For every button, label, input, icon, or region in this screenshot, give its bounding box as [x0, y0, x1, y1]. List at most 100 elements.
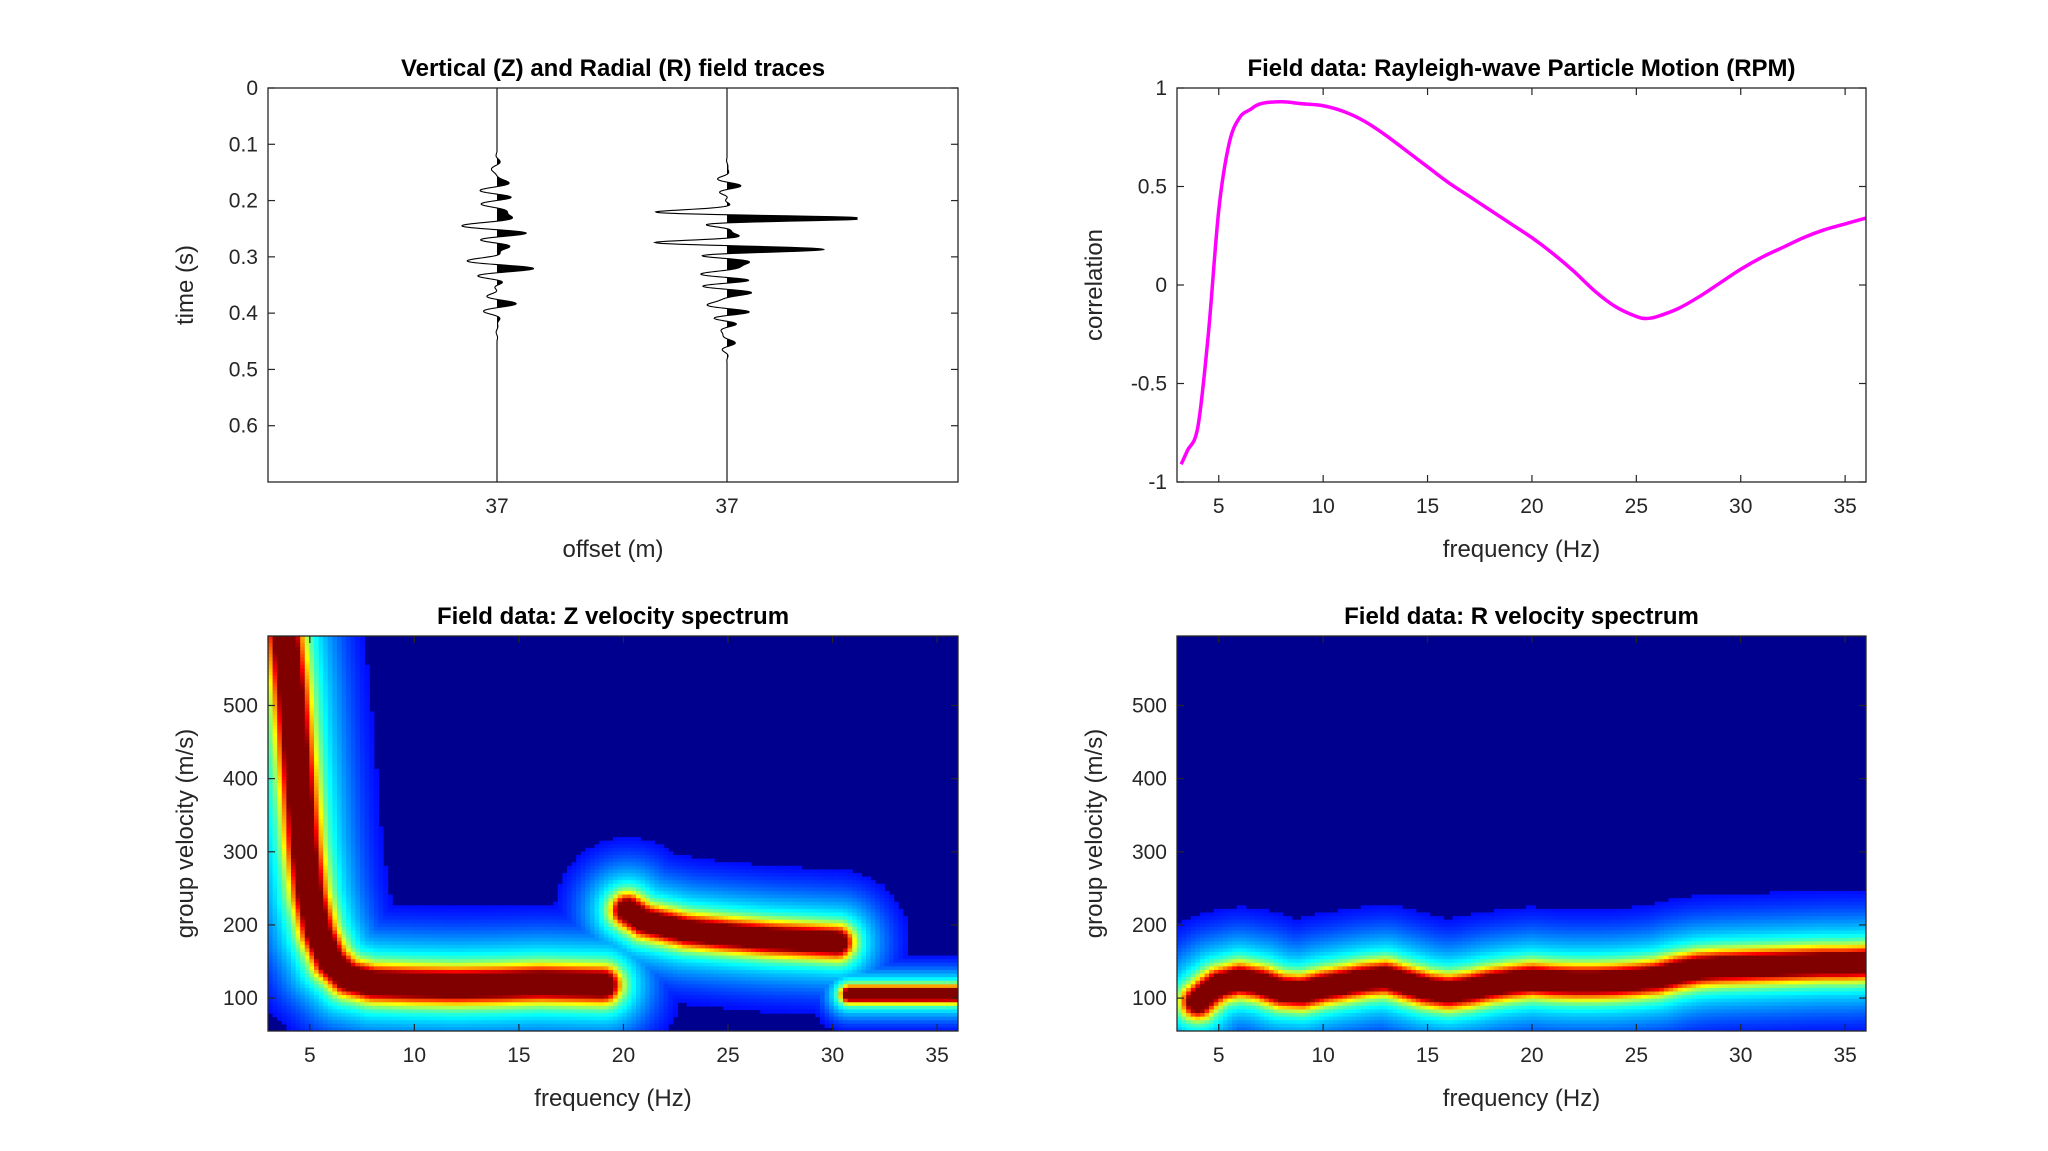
- heatmap-cell: [456, 1027, 462, 1031]
- heatmap-cell: [337, 783, 343, 788]
- heatmap-cell: [585, 944, 591, 950]
- heatmap-cell: [373, 790, 379, 795]
- heatmap-cell: [590, 1009, 596, 1014]
- heatmap-cell: [350, 1013, 356, 1018]
- heatmap-cell: [281, 761, 287, 766]
- heatmap-cell: [323, 1027, 329, 1031]
- heatmap-cell: [571, 923, 577, 928]
- heatmap-cell: [350, 873, 356, 878]
- heatmap-cell: [364, 704, 370, 709]
- heatmap-cell: [585, 998, 591, 1003]
- heatmap-cell: [631, 977, 637, 982]
- heatmap-cell: [281, 934, 287, 939]
- heatmap-cell: [314, 768, 320, 774]
- heatmap-cell: [373, 819, 379, 824]
- heatmap-cell: [594, 855, 600, 860]
- heatmap-cell: [401, 980, 407, 985]
- heatmap-cell: [521, 905, 527, 910]
- heatmap-cell: [364, 804, 370, 809]
- heatmap-cell: [493, 959, 499, 964]
- heatmap-cell: [553, 977, 559, 982]
- heatmap-cell: [479, 941, 485, 946]
- heatmap-cell: [401, 919, 407, 924]
- heatmap-cell: [507, 905, 513, 910]
- heatmap-cell: [355, 865, 361, 871]
- heatmap-cell: [442, 969, 448, 975]
- heatmap-cell: [314, 664, 320, 669]
- heatmap-cell: [461, 955, 467, 960]
- heatmap-cell: [516, 908, 522, 914]
- heatmap-cell: [364, 776, 370, 781]
- heatmap-cell: [341, 750, 347, 756]
- heatmap-cell: [309, 1013, 315, 1018]
- heatmap-cell: [557, 916, 563, 921]
- heatmap-cell: [442, 995, 448, 1000]
- heatmap-cell: [576, 901, 582, 906]
- heatmap-cell: [337, 636, 343, 641]
- heatmap-cell: [327, 682, 333, 687]
- heatmap-cell: [567, 1009, 573, 1014]
- heatmap-cell: [332, 941, 338, 946]
- heatmap-cell: [327, 776, 333, 781]
- heatmap-cell: [406, 987, 412, 993]
- heatmap-cell: [291, 937, 297, 942]
- heatmap-cell: [350, 934, 356, 939]
- heatmap-cell: [488, 955, 494, 960]
- heatmap-cell: [327, 855, 333, 860]
- heatmap-cell: [498, 991, 504, 996]
- heatmap-cell: [383, 880, 389, 885]
- heatmap-cell: [360, 977, 366, 982]
- heatmap-cell: [631, 962, 637, 967]
- heatmap-cell: [452, 944, 458, 950]
- heatmap-cell: [603, 1020, 609, 1025]
- heatmap-cell: [268, 987, 274, 993]
- heatmap-cell: [304, 671, 310, 677]
- heatmap-cell: [452, 955, 458, 960]
- heatmap-cell: [373, 779, 379, 784]
- heatmap-cell: [415, 955, 421, 960]
- heatmap-cell: [442, 948, 448, 953]
- heatmap-cell: [332, 743, 338, 748]
- heatmap-cell: [484, 959, 490, 964]
- heatmap-cell: [309, 916, 315, 921]
- heatmap-cell: [364, 973, 370, 978]
- heatmap-cell: [286, 653, 292, 659]
- heatmap-cell: [442, 973, 448, 978]
- heatmap-cell: [387, 995, 393, 1000]
- heatmap-cell: [576, 1027, 582, 1031]
- heatmap-cell: [410, 912, 416, 917]
- heatmap-cell: [594, 851, 600, 856]
- heatmap-cell: [438, 908, 444, 914]
- heatmap-cell: [277, 697, 283, 702]
- heatmap-cell: [291, 847, 297, 853]
- heatmap-cell: [516, 934, 522, 939]
- heatmap-cell: [350, 650, 356, 655]
- heatmap-cell: [327, 995, 333, 1000]
- heatmap-cell: [571, 1013, 577, 1018]
- heatmap-cell: [438, 998, 444, 1003]
- heatmap-cell: [350, 808, 356, 813]
- heatmap-cell: [268, 790, 274, 795]
- heatmap-cell: [544, 991, 550, 996]
- heatmap-cell: [309, 855, 315, 860]
- heatmap-cell: [493, 1013, 499, 1018]
- heatmap-cell: [332, 905, 338, 910]
- heatmap-cell: [277, 711, 283, 716]
- heatmap-cell: [318, 732, 324, 738]
- heatmap-cell: [488, 987, 494, 993]
- heatmap-cell: [433, 941, 439, 946]
- heatmap-cell: [557, 948, 563, 953]
- heatmap-cell: [364, 894, 370, 899]
- heatmap-cell: [309, 829, 315, 835]
- heatmap-cell: [355, 689, 361, 695]
- heatmap-cell: [539, 966, 545, 971]
- heatmap-cell: [309, 639, 315, 644]
- heatmap-cell: [304, 732, 310, 738]
- heatmap-cell: [291, 876, 297, 881]
- heatmap-cell: [636, 894, 642, 899]
- heatmap-cell: [355, 808, 361, 813]
- heatmap-cell: [300, 794, 306, 799]
- heatmap-cell: [309, 980, 315, 985]
- heatmap-cell: [268, 707, 274, 713]
